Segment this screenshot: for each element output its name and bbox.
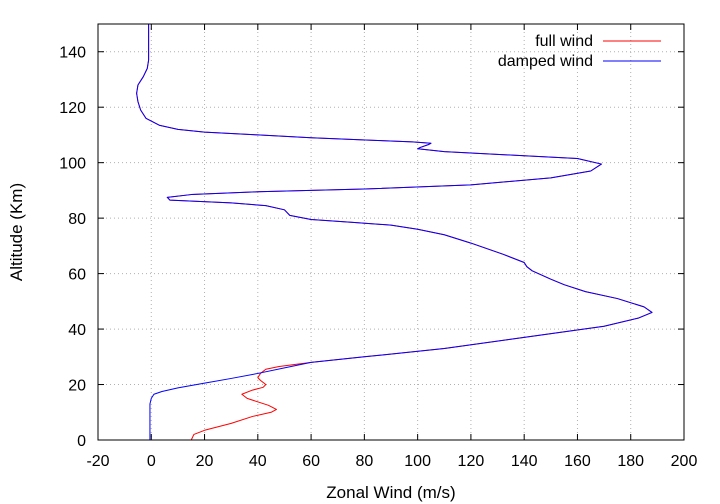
- y-tick-label: 60: [68, 267, 86, 284]
- legend-label: damped wind: [498, 53, 593, 70]
- plot-frame: [97, 23, 685, 441]
- legend: full wind damped wind: [498, 33, 661, 70]
- series-line-full-wind: [136, 24, 653, 441]
- y-tick-label: 120: [59, 100, 86, 117]
- x-tick-label: 20: [196, 453, 214, 470]
- x-tick-label: 0: [147, 453, 156, 470]
- y-tick-label: 0: [77, 433, 86, 450]
- x-tick-label: 80: [355, 453, 373, 470]
- series-lines: [136, 24, 653, 441]
- y-tick-label: 80: [68, 211, 86, 228]
- y-tick-label: 40: [68, 322, 86, 339]
- x-tick-label: -20: [86, 453, 109, 470]
- x-tick-label: 200: [671, 453, 698, 470]
- x-tick-label: 140: [511, 453, 538, 470]
- y-tick-labels: 0 20 40 60 80 100 120 140: [59, 45, 86, 450]
- x-tick-label: 160: [564, 453, 591, 470]
- legend-label: full wind: [535, 33, 593, 50]
- series-line-damped-wind: [136, 24, 653, 440]
- y-tick-label: 100: [59, 156, 86, 173]
- x-tick-label: 40: [249, 453, 267, 470]
- axis-ticks: [97, 24, 685, 441]
- x-tick-label: 120: [458, 453, 485, 470]
- y-tick-label: 20: [68, 378, 86, 395]
- x-tick-labels: -20 0 20 40 60 80 100 120 140 160 180 200: [86, 453, 697, 470]
- x-tick-label: 180: [617, 453, 644, 470]
- x-tick-label: 100: [404, 453, 431, 470]
- y-tick-label: 140: [59, 45, 86, 62]
- grid-lines: [98, 24, 684, 440]
- y-axis-title: Altitude (Km): [7, 183, 26, 281]
- x-axis-title: Zonal Wind (m/s): [326, 483, 455, 502]
- x-tick-label: 60: [302, 453, 320, 470]
